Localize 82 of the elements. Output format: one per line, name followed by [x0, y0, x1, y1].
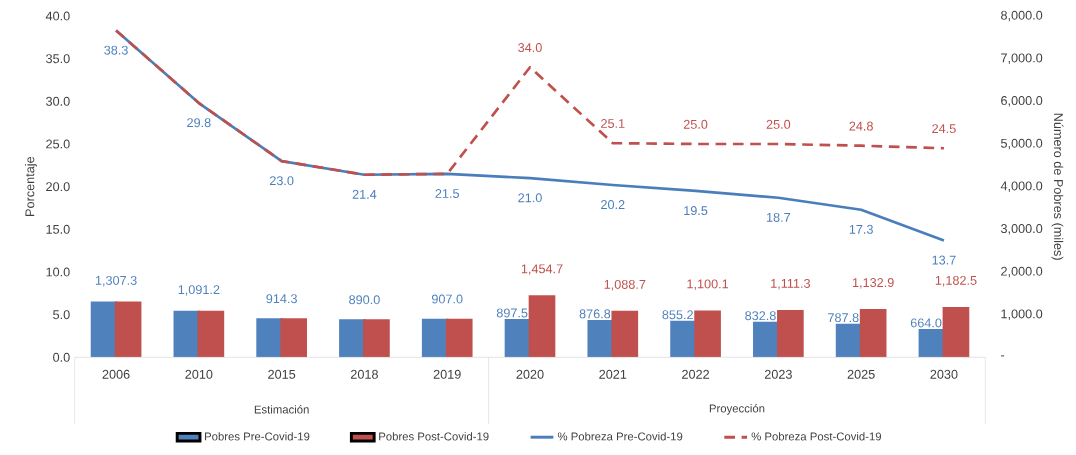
data-label: 21.4 [352, 190, 377, 199]
x-tick-label: 2022 [682, 369, 710, 379]
data-label: 1,111.3 [771, 279, 810, 290]
legend-label: % Pobreza Pre-Covid-19 [557, 432, 683, 441]
legend-label: Pobres Pre-Covid-19 [205, 432, 310, 441]
bar [777, 310, 804, 358]
y2-tick-label: 3,000.0 [1000, 224, 1043, 235]
data-label: 855.2 [662, 310, 693, 320]
data-label: 897.5 [496, 308, 528, 318]
bar [114, 301, 142, 358]
data-label: 20.2 [601, 200, 625, 210]
y-axis-title: Porcentaje [25, 157, 37, 217]
data-label: 1,100.1 [687, 279, 729, 291]
x-tick-label: 2018 [350, 369, 378, 379]
y2-tick-label: 2,000.0 [1001, 266, 1043, 278]
x-tick-label: 2023 [764, 369, 792, 379]
bar [859, 309, 887, 358]
x-tick-label: 2006 [102, 369, 130, 379]
y2-tick-label: - [1001, 355, 1005, 357]
y-tick-label: 20.0 [46, 182, 70, 192]
data-label: 1,091.2 [178, 285, 220, 296]
data-label: 13.7 [932, 255, 956, 265]
data-label: 907.0 [431, 294, 463, 304]
data-label: 21.0 [518, 193, 542, 203]
bar [528, 295, 556, 358]
x-tick-label: 2025 [847, 369, 875, 379]
data-label: 664.0 [910, 318, 942, 328]
y-tick-label: 15.0 [46, 225, 70, 234]
y-tick-label: 10.0 [46, 267, 70, 277]
y-tick-label: 0.0 [53, 353, 70, 362]
data-label: 17.3 [849, 225, 873, 234]
data-label: 29.8 [187, 118, 211, 128]
data-label: 23.0 [269, 176, 294, 186]
x-tick-label: 2021 [599, 369, 627, 379]
data-label: 21.5 [435, 189, 460, 199]
data-label: 1,182.5 [935, 276, 977, 287]
data-label: 25.0 [766, 120, 791, 130]
text: Estimación [254, 405, 309, 414]
y-tick-label: 35.0 [46, 54, 70, 64]
data-label: 25.0 [683, 120, 708, 130]
y2-tick-label: 4,000.0 [1000, 181, 1043, 193]
data-label: 832.8 [745, 311, 776, 321]
data-label: 1,454.7 [521, 264, 563, 275]
y-tick-label: 25.0 [46, 139, 70, 149]
data-label: 1,307.3 [95, 276, 137, 287]
bar [611, 311, 639, 358]
x-tick-label: 2030 [930, 369, 958, 379]
data-label: 38.3 [104, 45, 128, 55]
y2-tick-label: 6,000.0 [1001, 96, 1043, 107]
data-label: 876.8 [579, 309, 611, 319]
bar [445, 318, 473, 358]
legend-label: % Pobreza Post-Covid-19 [751, 432, 882, 441]
y-tick-label: 30.0 [46, 97, 70, 106]
bar [363, 319, 390, 358]
data-label: 1,132.9 [852, 278, 894, 289]
data-label: 25.1 [601, 119, 625, 129]
y2-tick-label: 1,000.0 [1001, 309, 1043, 321]
x-tick-label: 2020 [516, 369, 544, 379]
data-label: 34.0 [518, 43, 542, 53]
data-label: 19.5 [684, 206, 708, 216]
data-label: 18.7 [767, 213, 791, 223]
y2-tick-label: 5,000.0 [1000, 138, 1043, 150]
y-tick-label: 40.0 [45, 11, 70, 21]
y-tick-label: 5.0 [53, 310, 70, 320]
bar [942, 307, 970, 358]
data-label: 890.0 [349, 295, 380, 305]
y2-tick-label: 7,000.0 [1001, 53, 1043, 65]
text: Proyección [709, 404, 765, 415]
y2-axis-title: Número de Pobres (miles) [1051, 113, 1064, 260]
bar [197, 310, 225, 358]
legend-label: Pobres Post-Covid-19 [379, 432, 489, 441]
bar [694, 310, 721, 358]
bar [280, 318, 307, 358]
data-label: 24.8 [849, 121, 873, 131]
x-tick-label: 2019 [433, 369, 461, 379]
y2-tick-label: 8,000.0 [1001, 10, 1043, 22]
data-label: 914.3 [266, 294, 297, 304]
x-tick-label: 2010 [185, 369, 213, 379]
x-tick-label: 2015 [268, 369, 296, 379]
data-label: 787.8 [828, 313, 859, 323]
data-label: 24.5 [932, 124, 956, 134]
data-label: 1,088.7 [604, 280, 646, 291]
